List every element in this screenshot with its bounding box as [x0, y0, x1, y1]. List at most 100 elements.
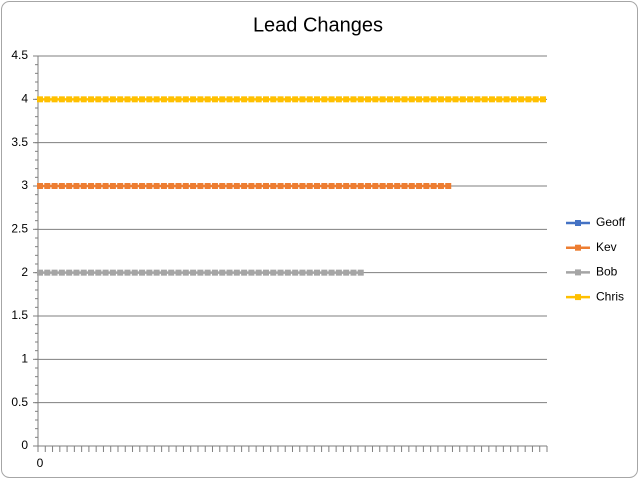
marker	[153, 269, 160, 276]
marker	[481, 96, 488, 103]
legend-label: Bob	[596, 265, 618, 279]
marker	[299, 96, 306, 103]
x-tick-label: 0	[37, 456, 44, 470]
marker	[66, 269, 73, 276]
marker	[518, 96, 525, 103]
marker	[37, 269, 43, 276]
marker	[423, 96, 430, 103]
marker	[255, 269, 262, 276]
y-tick-label: 4	[21, 92, 28, 106]
legend-label: Kev	[596, 240, 617, 254]
marker	[80, 183, 87, 189]
marker	[139, 269, 146, 276]
marker	[270, 96, 277, 103]
marker	[284, 96, 291, 103]
marker	[452, 96, 459, 103]
legend-marker	[575, 269, 581, 276]
marker	[190, 96, 197, 103]
marker	[321, 269, 328, 276]
marker	[175, 269, 182, 276]
marker	[146, 183, 153, 189]
marker	[95, 269, 102, 276]
marker	[314, 183, 321, 189]
marker	[357, 96, 364, 103]
marker	[51, 269, 58, 276]
y-tick-label: 1	[21, 352, 28, 366]
marker	[306, 183, 313, 189]
marker	[146, 269, 153, 276]
marker	[248, 183, 255, 189]
marker	[394, 183, 401, 189]
marker	[58, 269, 65, 276]
marker	[204, 96, 211, 103]
y-tick-label: 0.5	[11, 395, 28, 409]
marker	[416, 96, 423, 103]
marker	[437, 96, 444, 103]
marker	[80, 269, 87, 276]
marker	[139, 183, 146, 189]
marker	[139, 96, 146, 103]
marker	[270, 183, 277, 189]
marker	[262, 183, 269, 189]
marker	[540, 96, 546, 103]
marker	[160, 183, 167, 189]
marker	[423, 183, 430, 189]
legend-marker	[575, 294, 581, 301]
legend-label: Chris	[596, 289, 624, 303]
marker	[95, 183, 102, 189]
y-tick-label: 2.5	[11, 222, 28, 236]
marker	[117, 183, 124, 189]
marker	[190, 269, 197, 276]
marker	[321, 96, 328, 103]
legend-marker	[575, 220, 581, 226]
marker	[401, 183, 408, 189]
marker	[175, 96, 182, 103]
marker	[233, 96, 240, 103]
marker	[226, 96, 233, 103]
marker	[365, 96, 372, 103]
marker	[488, 96, 495, 103]
marker	[146, 96, 153, 103]
marker	[255, 96, 262, 103]
marker	[80, 96, 87, 103]
marker	[58, 96, 65, 103]
marker	[153, 96, 160, 103]
marker	[430, 183, 437, 189]
marker	[248, 269, 255, 276]
marker	[109, 183, 116, 189]
marker	[394, 96, 401, 103]
marker	[350, 269, 357, 276]
marker	[88, 96, 95, 103]
marker	[211, 96, 218, 103]
marker	[262, 96, 269, 103]
marker	[292, 269, 299, 276]
marker	[328, 269, 335, 276]
marker	[131, 96, 138, 103]
marker	[131, 269, 138, 276]
marker	[525, 96, 532, 103]
marker	[182, 183, 189, 189]
marker	[197, 269, 204, 276]
marker	[379, 183, 386, 189]
marker	[372, 183, 379, 189]
marker	[73, 183, 80, 189]
marker	[372, 96, 379, 103]
marker	[58, 183, 65, 189]
legend-label: Geoff	[596, 215, 626, 229]
marker	[219, 269, 226, 276]
marker	[124, 96, 131, 103]
marker	[284, 183, 291, 189]
y-tick-label: 3	[21, 178, 28, 192]
marker	[321, 183, 328, 189]
marker	[73, 96, 80, 103]
marker	[226, 183, 233, 189]
marker	[357, 269, 364, 276]
marker	[204, 269, 211, 276]
marker	[124, 183, 131, 189]
marker	[277, 183, 284, 189]
marker	[277, 96, 284, 103]
marker	[408, 96, 415, 103]
marker	[168, 183, 175, 189]
marker	[255, 183, 262, 189]
marker	[532, 96, 539, 103]
